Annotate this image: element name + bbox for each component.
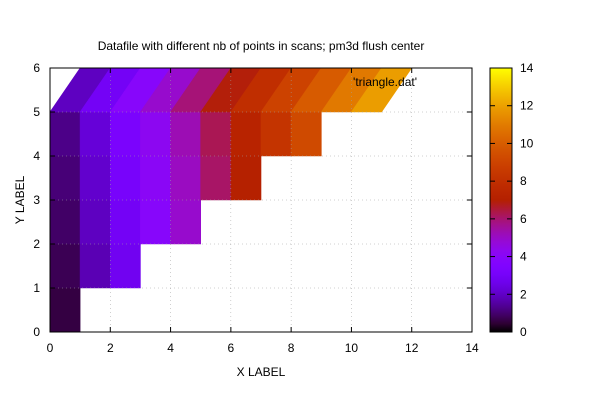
- grid-lines: [50, 68, 472, 332]
- colorbar-tick-label: 10: [520, 136, 534, 150]
- colorbar-tick-label: 2: [520, 287, 527, 301]
- heatmap-cell: [110, 199, 141, 245]
- colorbar-tick-label: 12: [520, 99, 534, 113]
- colorbar-tick-label: 0: [520, 325, 527, 339]
- y-axis-label: Y LABEL: [13, 175, 27, 224]
- heatmap-cell: [140, 199, 171, 245]
- y-tick-label: 4: [33, 149, 40, 163]
- heatmap-cell: [230, 155, 262, 201]
- heatmap-cell: [260, 111, 292, 157]
- x-tick-label: 0: [47, 341, 54, 355]
- colorbar-tick-label: 8: [520, 174, 527, 188]
- heatmap-cell: [200, 155, 232, 201]
- colorbar-tick-label: 6: [520, 212, 527, 226]
- x-tick-label: 8: [288, 341, 295, 355]
- y-tick-label: 2: [33, 237, 40, 251]
- y-tick-label: 5: [33, 105, 40, 119]
- heatmap-cell: [170, 111, 201, 157]
- x-tick-label: 4: [167, 341, 174, 355]
- x-tick-label: 10: [345, 341, 359, 355]
- heatmap-cell: [49, 287, 81, 333]
- heatmap-cell: [79, 111, 111, 157]
- x-tick-label: 2: [107, 341, 114, 355]
- heatmap-cell: [79, 199, 111, 245]
- colorbar-ticks: 0 2 4 6 8 10 12 14: [490, 61, 534, 339]
- heatmap-cell: [140, 111, 171, 157]
- legend-label: 'triangle.dat': [353, 75, 417, 89]
- colorbar-tick-label: 4: [520, 250, 527, 264]
- heatmap-cell: [170, 199, 201, 245]
- y-tick-label: 6: [33, 61, 40, 75]
- heatmap-cell: [230, 111, 262, 157]
- heatmap-cell: [79, 155, 111, 201]
- heatmap-cell: [290, 111, 322, 157]
- x-tick-label: 12: [405, 341, 419, 355]
- heatmap-cell: [110, 155, 141, 201]
- colorbar-tick-label: 14: [520, 61, 534, 75]
- heatmap-cell: [170, 155, 201, 201]
- y-tick-label: 1: [33, 281, 40, 295]
- colorbar: [489, 67, 513, 333]
- x-tick-label: 14: [465, 341, 479, 355]
- heatmap-cell: [49, 243, 81, 289]
- x-axis-ticks: 0 2 4 6 8 10 12 14: [47, 68, 479, 355]
- chart-title: Datafile with different nb of points in …: [98, 39, 425, 53]
- y-tick-label: 0: [33, 325, 40, 339]
- heatmap-cell: [49, 111, 81, 157]
- heatmap-cell: [200, 111, 232, 157]
- x-tick-label: 6: [228, 341, 235, 355]
- heatmap-cell: [110, 243, 141, 289]
- heatmap-cell: [49, 155, 81, 201]
- heatmap-cell: [79, 243, 111, 289]
- heatmap-cell: [140, 155, 171, 201]
- x-axis-label: X LABEL: [237, 365, 286, 379]
- heatmap-cell: [110, 111, 141, 157]
- y-tick-label: 3: [33, 193, 40, 207]
- heatmap-cell: [49, 199, 81, 245]
- heatmap-cells: [49, 67, 413, 333]
- y-axis-ticks: 0 1 2 3 4 5 6: [33, 61, 472, 339]
